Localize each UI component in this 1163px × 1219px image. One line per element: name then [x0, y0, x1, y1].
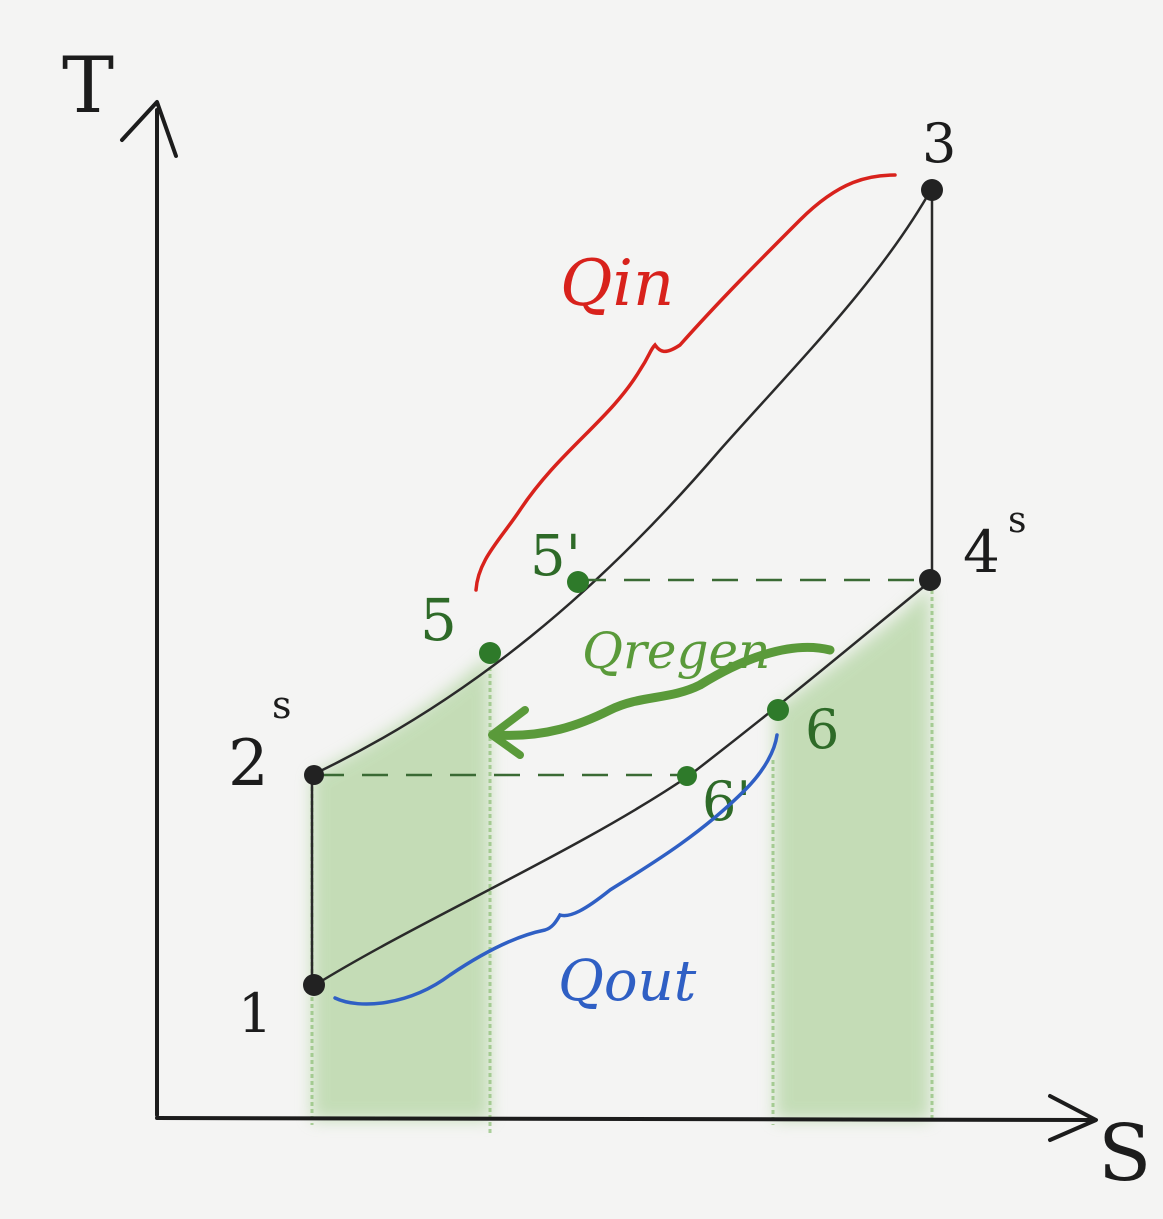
- x-axis: [155, 1116, 1092, 1122]
- label-point-4s: 4: [963, 518, 1000, 586]
- point-5: [479, 642, 501, 664]
- point-4s: [919, 569, 941, 591]
- regen-dashes: [318, 578, 925, 777]
- point-6: [767, 699, 789, 721]
- point-5prime: [567, 571, 589, 593]
- process-2s-3: [310, 186, 934, 777]
- label-point-4s-sup: s: [1008, 500, 1026, 541]
- point-3: [921, 179, 943, 201]
- q-in-label: Qin: [560, 247, 674, 321]
- x-axis-arrowhead: [1048, 1094, 1098, 1142]
- shade-right: [775, 585, 930, 1120]
- point-1: [303, 974, 325, 996]
- state-points: [303, 179, 943, 996]
- point-2s: [304, 765, 324, 785]
- axis-label-s: S: [1098, 1109, 1151, 1199]
- q-regen-arrowhead: [488, 706, 529, 759]
- label-point-3: 3: [922, 112, 956, 175]
- shade-left: [312, 655, 490, 1120]
- q-regen-arrow: [490, 642, 835, 740]
- q-regen-label: Qregen: [582, 622, 770, 680]
- y-axis-arrowhead: [120, 100, 178, 158]
- label-point-6: 6: [805, 698, 839, 761]
- label-point-1: 1: [238, 982, 272, 1045]
- q-out-label: Qout: [558, 949, 697, 1014]
- q-out-brace: [333, 733, 779, 1006]
- label-point-5prime: 5': [530, 524, 581, 589]
- q-in-brace: [474, 173, 897, 592]
- point-6prime: [677, 766, 697, 786]
- axes: [120, 100, 1098, 1142]
- label-point-2s-sup: s: [272, 683, 292, 727]
- label-point-5: 5: [420, 586, 457, 654]
- axis-label-t: T: [62, 41, 114, 131]
- label-point-2s: 2: [228, 727, 269, 801]
